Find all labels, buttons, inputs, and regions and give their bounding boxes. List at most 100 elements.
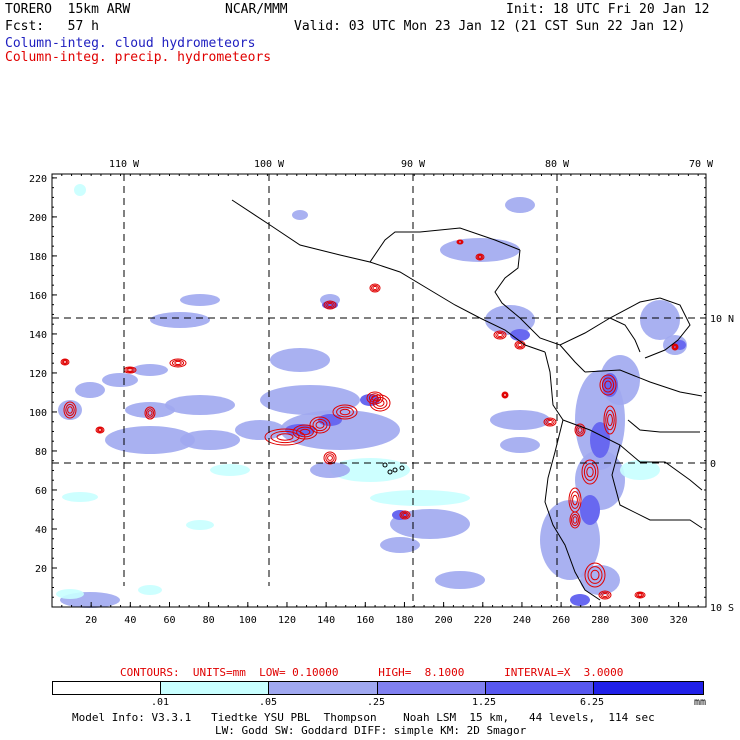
- coastline: [562, 419, 703, 491]
- precip-contour: [366, 391, 384, 405]
- y-tick-label: 40: [35, 525, 47, 536]
- x-tick-label: 140: [317, 615, 335, 626]
- precip-contour: [270, 430, 300, 444]
- precip-contour: [475, 253, 485, 261]
- precip-contour: [401, 511, 409, 519]
- x-tick-label: 220: [474, 615, 492, 626]
- coastline: [559, 344, 586, 373]
- precip-contour: [569, 511, 581, 529]
- lat-label: 10 N: [710, 314, 734, 325]
- x-tick-label: 20: [85, 615, 97, 626]
- precip-contour: [572, 516, 578, 524]
- precip-contour: [147, 410, 153, 416]
- y-tick-label: 120: [29, 369, 47, 380]
- y-tick-label: 20: [35, 564, 47, 575]
- coastline: [544, 351, 601, 601]
- precip-contour: [599, 374, 617, 396]
- island: [382, 462, 388, 468]
- color-scale-bar: [52, 681, 704, 695]
- cloud-area: [270, 348, 330, 372]
- precip-contour: [325, 453, 335, 463]
- coastline: [584, 369, 703, 397]
- cloud-area: [330, 458, 410, 482]
- model-title: TORERO 15km ARW: [5, 2, 131, 17]
- cloud-area-dense: [590, 422, 610, 458]
- scale-tick-label: .05: [258, 697, 278, 708]
- scale-tick-label: .01: [150, 697, 170, 708]
- precip-contour: [503, 393, 507, 397]
- cloud-area-dense: [570, 594, 590, 606]
- scale-segment: [160, 682, 269, 694]
- precip-contour: [97, 428, 103, 432]
- precip-contour: [169, 358, 187, 368]
- precip-contour: [299, 428, 311, 436]
- precip-contour: [309, 416, 331, 434]
- organization: NCAR/MMM: [225, 2, 288, 17]
- y-tick-label: 220: [29, 174, 47, 185]
- precip-contour: [336, 406, 354, 418]
- cloud-area: [380, 537, 420, 553]
- model-info-line1: Model Info: V3.3.1 Tiedtke YSU PBL Thomp…: [72, 711, 655, 724]
- precip-contour: [327, 455, 333, 461]
- scale-tick-label: 1.25: [471, 697, 497, 708]
- precip-contour: [327, 302, 333, 308]
- cloud-area: [640, 300, 680, 340]
- precip-contour: [95, 426, 105, 434]
- field-precip-label: Column-integ. precip. hydrometeors: [5, 50, 272, 65]
- island: [387, 469, 393, 475]
- precip-contour: [323, 300, 337, 310]
- precip-contour: [605, 409, 615, 431]
- x-tick-label: 320: [670, 615, 688, 626]
- precip-contour: [476, 254, 484, 260]
- scale-segment: [53, 682, 161, 694]
- cloud-area: [75, 382, 105, 398]
- cloud-area: [292, 210, 308, 220]
- precip-contour: [371, 284, 379, 292]
- coastline: [609, 317, 641, 353]
- lat-label: 0: [710, 459, 716, 470]
- precip-contour: [399, 510, 411, 520]
- cloud-area: [186, 520, 214, 530]
- x-tick-label: 200: [435, 615, 453, 626]
- precip-contour: [501, 391, 509, 399]
- precip-contour: [292, 424, 318, 440]
- coastline: [369, 261, 546, 353]
- lon-label: 100 W: [254, 159, 285, 170]
- precip-contour: [146, 408, 154, 418]
- cloud-area: [150, 312, 210, 328]
- cloud-area: [132, 364, 168, 376]
- scale-unit: mm: [693, 697, 707, 708]
- x-tick-label: 300: [630, 615, 648, 626]
- precip-contour: [458, 240, 462, 244]
- x-tick-label: 260: [552, 615, 570, 626]
- precip-contour: [67, 406, 73, 414]
- precip-contour: [607, 413, 613, 427]
- forecast-hour: Fcst: 57 h: [5, 19, 99, 34]
- cloud-area: [505, 197, 535, 213]
- precip-contour: [590, 569, 600, 581]
- coastline: [644, 297, 691, 359]
- cloud-area: [280, 410, 400, 450]
- cloud-area: [165, 395, 235, 415]
- precip-contour: [577, 427, 583, 433]
- y-tick-label: 100: [29, 408, 47, 419]
- precip-contour: [371, 395, 379, 401]
- map-frame: [51, 173, 707, 608]
- scale-tick-label: .25: [366, 697, 386, 708]
- cloud-area: [58, 400, 82, 420]
- cloud-area: [56, 589, 84, 599]
- precip-contour: [603, 405, 617, 435]
- precip-contour: [598, 590, 612, 600]
- init-time: Init: 18 UTC Fri 20 Jan 12: [506, 2, 710, 17]
- cloud-area: [105, 426, 195, 454]
- cloud-area: [74, 184, 86, 196]
- lat-lon-grid: 110 W 100 W 90 W 80 W 70 W 10 N 0 10 S: [52, 159, 734, 614]
- axes-layer: 20 40 60 80 100 120 140 160 180 200 220 240 260 280 30…: [29, 174, 706, 626]
- precip-contour: [495, 331, 505, 339]
- precip-contour: [672, 344, 678, 350]
- lon-label: 90 W: [401, 159, 426, 170]
- precip-contour: [637, 593, 643, 597]
- cloud-area: [620, 460, 660, 480]
- precip-contour: [296, 426, 314, 438]
- precip-contour: [587, 566, 603, 584]
